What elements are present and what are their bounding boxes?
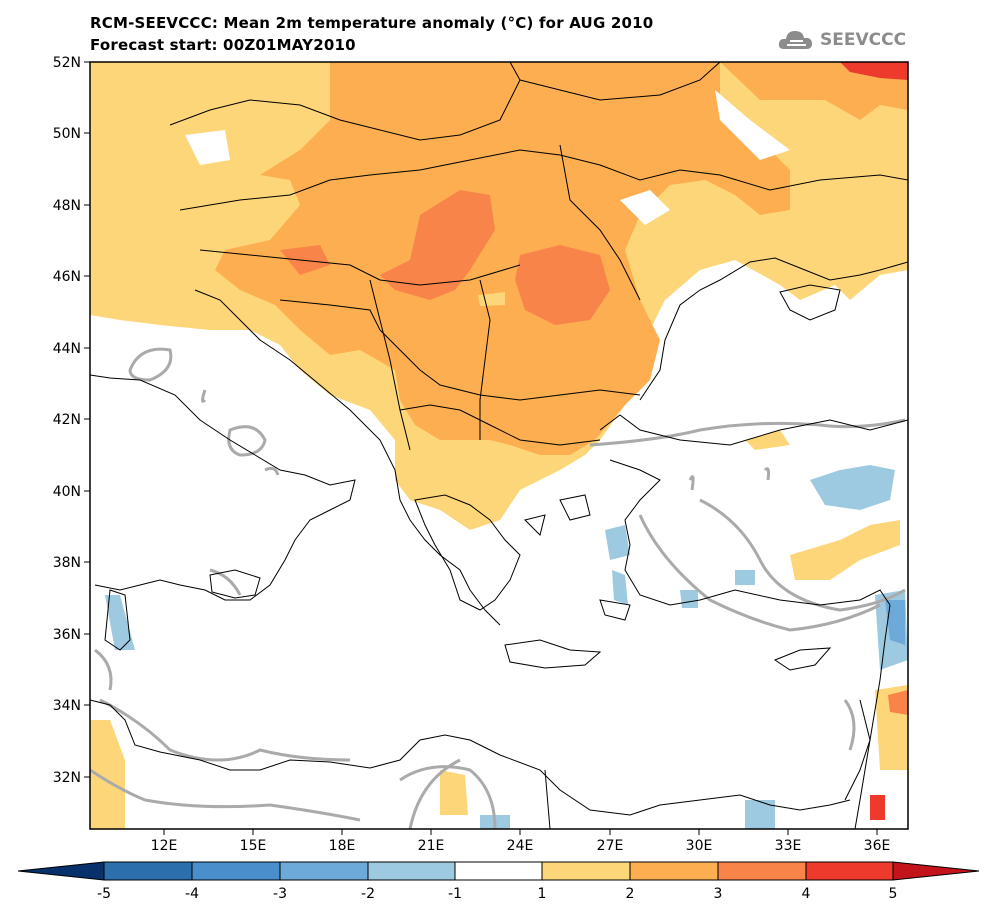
- anomaly-neg-1-2-region: [612, 570, 628, 605]
- anomaly-1-2-region: [790, 520, 900, 580]
- lat-tick-label: 36N: [53, 627, 81, 643]
- near-normal-patch: [620, 190, 670, 225]
- colorbar-label: 4: [802, 886, 811, 902]
- anomaly-1-2-region: [745, 430, 790, 450]
- anomaly-neg-1-2-region: [810, 465, 895, 510]
- map-area: [90, 62, 908, 829]
- lon-tick-label: 18E: [329, 838, 356, 854]
- colorbar-segment: [455, 862, 542, 880]
- anomaly-3-4-region: [515, 245, 610, 325]
- anomaly-neg-1-2-region: [735, 570, 755, 585]
- seevccc-logo: SEEVCCC: [776, 24, 906, 56]
- near-normal-patch: [715, 90, 790, 160]
- colorbar-label: 2: [626, 886, 635, 902]
- colorbar-segment: [18, 862, 104, 880]
- lat-tick-label: 50N: [53, 126, 81, 142]
- lat-tick-label: 32N: [53, 770, 81, 786]
- near-normal-patch: [478, 292, 505, 306]
- anomaly-neg-1-2-region: [605, 525, 630, 560]
- colorbar-segment: [806, 862, 893, 880]
- forecast-start-subtitle: Forecast start: 00Z01MAY2010: [90, 36, 356, 54]
- colorbar-label: -4: [185, 886, 199, 902]
- colorbar: -5 -4 -3 -2 -1 1 2 3 4 5: [17, 861, 980, 902]
- lon-tick-label: 24E: [507, 838, 534, 854]
- anomaly-1-2-region: [440, 770, 468, 815]
- anomaly-4-5-region: [870, 795, 885, 820]
- lon-tick-label: 27E: [597, 838, 624, 854]
- colorbar-label: 3: [714, 886, 723, 902]
- logo-text: SEEVCCC: [820, 30, 907, 50]
- map-frame: [89, 61, 909, 830]
- lon-tick-label: 15E: [240, 838, 267, 854]
- colorbar-segment: [280, 862, 368, 880]
- lon-tick-label: 36E: [864, 838, 891, 854]
- anomaly-2-3-region: [720, 62, 908, 120]
- colorbar-label: -2: [361, 886, 375, 902]
- anomaly-neg-2-3-region: [885, 600, 905, 645]
- zero-contours: [90, 347, 906, 829]
- colorbar-segment: [104, 862, 192, 880]
- colorbar-label: 1: [538, 886, 547, 902]
- lat-tick-label: 34N: [53, 698, 81, 714]
- anomaly-1-2-region: [90, 720, 125, 829]
- lon-tick-label: 21E: [418, 838, 445, 854]
- cloud-icon: [778, 31, 812, 49]
- lon-tick-label: 12E: [151, 838, 178, 854]
- colorbar-label: -3: [273, 886, 287, 902]
- map-title: RCM-SEEVCCC: Mean 2m temperature anomaly…: [90, 14, 654, 32]
- colorbar-segment: [718, 862, 806, 880]
- anomaly-neg-1-2-region: [745, 800, 775, 829]
- colorbar-label: -1: [448, 886, 462, 902]
- lon-tick-label: 33E: [775, 838, 802, 854]
- anomaly-4-5-region: [840, 62, 908, 80]
- anomaly-4-5-region: [888, 690, 908, 715]
- colorbar-label: 5: [889, 886, 898, 902]
- near-normal-patch: [185, 130, 230, 165]
- lat-tick-label: 40N: [53, 484, 81, 500]
- lat-tick-label: 48N: [53, 198, 81, 214]
- lat-axis: 52N 50N 48N 46N 44N 42N 40N 38N 36N 34N …: [53, 55, 90, 786]
- anomaly-3-4-region: [380, 190, 495, 300]
- lat-tick-label: 46N: [53, 269, 81, 285]
- colorbar-segment: [630, 862, 718, 880]
- coastlines-and-borders: [90, 62, 908, 829]
- anomaly-2-3-region: [215, 62, 790, 455]
- lat-tick-label: 52N: [53, 55, 81, 71]
- lon-tick-label: 30E: [686, 838, 713, 854]
- anomaly-neg-1-2-region: [105, 595, 135, 650]
- lat-tick-label: 44N: [53, 341, 81, 357]
- colorbar-segment: [192, 862, 280, 880]
- lat-tick-label: 42N: [53, 412, 81, 428]
- lat-tick-label: 38N: [53, 555, 81, 571]
- lon-axis: 12E 15E 18E 21E 24E 27E 30E 33E 36E: [151, 829, 891, 854]
- colorbar-segment: [893, 862, 979, 880]
- colorbar-segment: [368, 862, 455, 880]
- colorbar-label: -5: [97, 886, 111, 902]
- anomaly-neg-1-2-region: [680, 590, 698, 608]
- colorbar-segment: [542, 862, 630, 880]
